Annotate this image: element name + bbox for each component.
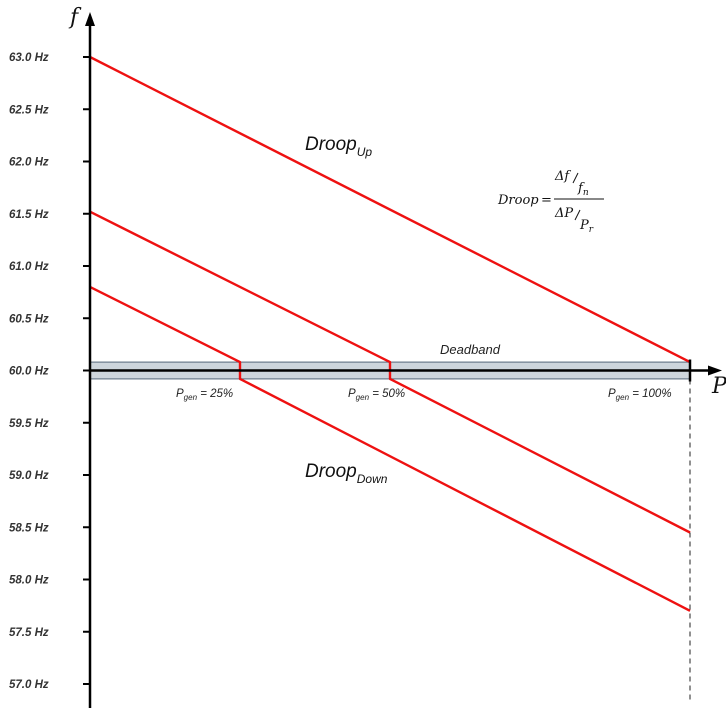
y-axis-arrow [85, 12, 95, 26]
y-tick-label: 59.5 Hz [9, 418, 49, 430]
x-axis-arrow [708, 365, 722, 376]
y-tick-label: 58.5 Hz [9, 522, 49, 534]
y-tick-label: 60.0 Hz [9, 366, 49, 378]
formula-den-slash [574, 209, 581, 221]
droop-up-label: DroopUp [305, 134, 372, 159]
y-tick-label: 57.5 Hz [9, 627, 49, 639]
y-tick-label: 61.5 Hz [9, 209, 49, 221]
droop-formula: Droop = Δf fn ΔP Pr [497, 169, 604, 235]
droop-curve-3 [89, 285, 691, 612]
formula-num-bot: fn [577, 181, 589, 198]
formula-den-top: ΔP [554, 206, 573, 221]
x-axis-symbol: P [711, 374, 726, 399]
y-tick-label: 61.0 Hz [9, 261, 49, 273]
y-tick-label: 62.0 Hz [9, 157, 49, 169]
y-axis-symbol: f [68, 5, 82, 30]
droop-curve-1 [89, 55, 691, 364]
pgen-25-label: Pgen = 25% [176, 388, 233, 402]
y-tick-label: 60.5 Hz [9, 313, 49, 325]
formula-num-slash [572, 172, 579, 184]
formula-lhs: Droop [497, 193, 539, 208]
droop-down-label: DroopDown [305, 461, 388, 486]
pgen-100-label: Pgen = 100% [608, 388, 672, 402]
y-tick-label: 57.0 Hz [9, 679, 49, 691]
y-tick-label: 63.0 Hz [9, 52, 49, 64]
pgen-50-label: Pgen = 50% [348, 388, 405, 402]
formula-num-top: Δf [554, 169, 571, 184]
formula-den-bot: Pr [579, 218, 594, 235]
droop-curves [89, 55, 691, 612]
y-tick-label: 58.0 Hz [9, 575, 49, 587]
y-tick-label: 59.0 Hz [9, 470, 49, 482]
formula-equals: = [541, 193, 552, 208]
y-ticks: 63.0 Hz 62.5 Hz 62.0 Hz 61.5 Hz 61.0 Hz 60.5 … [9, 52, 90, 691]
y-tick-label: 62.5 Hz [9, 104, 49, 116]
deadband-label: Deadband [440, 342, 501, 357]
